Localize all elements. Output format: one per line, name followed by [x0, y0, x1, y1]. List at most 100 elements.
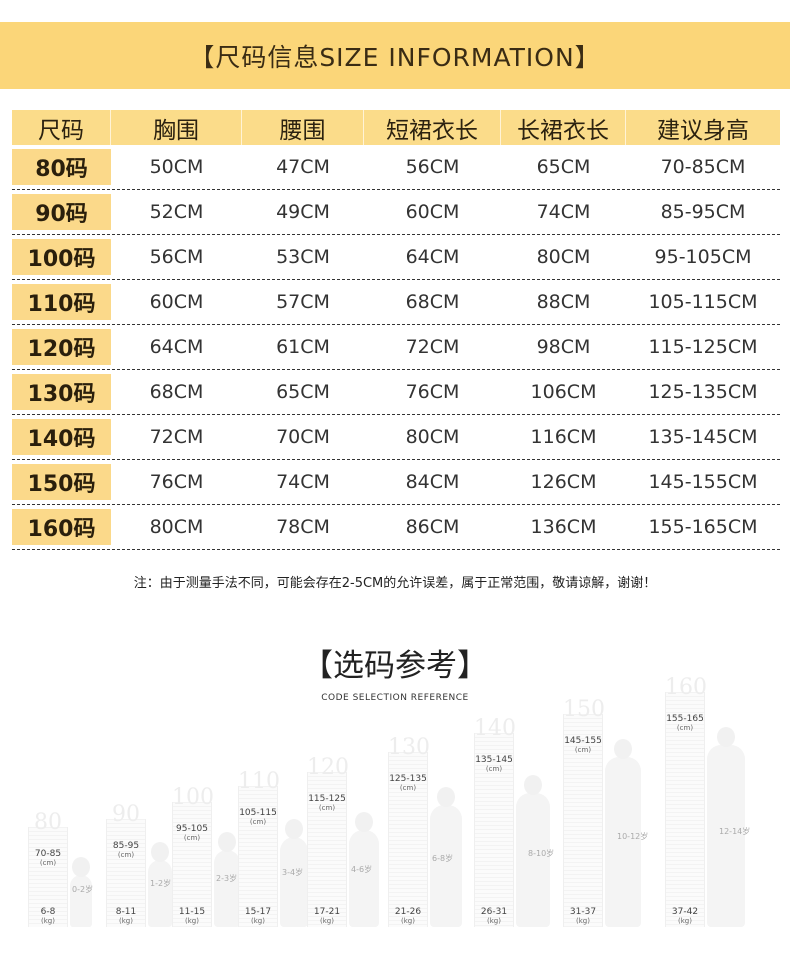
waist-cell: 47CM [276, 156, 330, 178]
height-range: 135-145 [475, 754, 513, 765]
reference-figure: 150 145-155 (cm) 31-37 (kg) 10-12岁 [563, 684, 653, 927]
long-length-cell: 65CM [536, 156, 591, 178]
height-ruler [388, 752, 428, 927]
short-length-cell: 86CM [405, 516, 460, 538]
height-range-label: 85-95 (cm) [101, 841, 151, 859]
long-length-cell: 80CM [536, 246, 591, 268]
chest-cell: 64CM [149, 336, 204, 358]
weight-range-label: 37-42 (kg) [665, 907, 705, 925]
size-cell: 160码 [12, 509, 111, 545]
reference-figure: 100 95-105 (cm) 11-15 (kg) 2-3岁 [172, 772, 262, 927]
height-cell: 135-145CM [648, 426, 758, 448]
weight-range: 6-8 [40, 906, 56, 917]
ruler-top-number: 90 [112, 802, 140, 827]
child-silhouette [605, 757, 641, 927]
height-unit: (cm) [117, 850, 135, 859]
height-range: 155-165 [666, 713, 704, 724]
weight-unit: (kg) [678, 916, 692, 925]
waist-cell: 57CM [276, 291, 330, 313]
chest-cell: 68CM [149, 381, 204, 403]
size-cell: 90码 [12, 194, 111, 230]
long-length-cell: 116CM [530, 426, 597, 448]
table-row: 160码 80CM 78CM 86CM 136CM 155-165CM [12, 505, 780, 550]
height-range-label: 70-85 (cm) [23, 849, 73, 867]
height-range: 70-85 [34, 848, 62, 859]
long-length-cell: 126CM [530, 471, 597, 493]
child-head-icon [285, 819, 303, 839]
table-row: 120码 64CM 61CM 72CM 98CM 115-125CM [12, 325, 780, 370]
waist-cell: 61CM [276, 336, 330, 358]
chest-cell: 56CM [149, 246, 204, 268]
child-head-icon [524, 775, 542, 795]
child-silhouette [430, 805, 462, 927]
ruler-top-number: 150 [563, 697, 605, 722]
child-head-icon [218, 832, 236, 852]
height-range: 125-135 [389, 773, 427, 784]
long-length-cell: 74CM [536, 201, 591, 223]
reference-title: 【选码参考】 [302, 648, 488, 684]
table-row: 150码 76CM 74CM 84CM 126CM 145-155CM [12, 460, 780, 505]
child-silhouette [516, 793, 550, 927]
height-cell: 115-125CM [648, 336, 758, 358]
chest-cell: 52CM [149, 201, 204, 223]
height-ruler [474, 733, 514, 927]
height-range: 115-125 [308, 793, 346, 804]
ruler-top-number: 80 [34, 810, 62, 835]
table-row: 110码 60CM 57CM 68CM 88CM 105-115CM [12, 280, 780, 325]
long-length-cell: 106CM [530, 381, 597, 403]
child-silhouette [349, 830, 379, 927]
age-range-label: 10-12岁 [617, 832, 649, 841]
waist-cell: 49CM [276, 201, 330, 223]
header-size: 尺码 [12, 110, 111, 145]
waist-cell: 74CM [276, 471, 330, 493]
child-silhouette [214, 850, 240, 927]
weight-range-label: 31-37 (kg) [563, 907, 603, 925]
height-ruler [238, 786, 278, 927]
chest-cell: 76CM [149, 471, 204, 493]
height-range-label: 125-135 (cm) [383, 774, 433, 792]
age-range-label: 0-2岁 [72, 885, 94, 894]
weight-range: 17-21 [313, 906, 341, 917]
weight-range-label: 21-26 (kg) [388, 907, 428, 925]
child-head-icon [151, 842, 169, 862]
weight-range: 15-17 [244, 906, 272, 917]
age-range-label: 8-10岁 [528, 849, 555, 858]
height-cell: 125-135CM [648, 381, 758, 403]
child-silhouette [280, 837, 308, 927]
weight-range: 26-31 [480, 906, 508, 917]
weight-range: 31-37 [569, 906, 597, 917]
header-chest: 胸围 [111, 110, 242, 145]
height-range-label: 95-105 (cm) [167, 824, 217, 842]
reference-figure: 90 85-95 (cm) 8-11 (kg) 1-2岁 [106, 789, 196, 927]
long-length-cell: 88CM [536, 291, 591, 313]
measurement-note: 注：由于测量手法不同，可能会存在2-5CM的允许误差，属于正常范围，敬请谅解，谢… [133, 576, 657, 591]
child-head-icon [614, 739, 632, 759]
ruler-top-number: 100 [172, 785, 214, 810]
weight-unit: (kg) [487, 916, 501, 925]
height-unit: (cm) [249, 817, 267, 826]
weight-unit: (kg) [320, 916, 334, 925]
table-row: 80码 50CM 47CM 56CM 65CM 70-85CM [12, 145, 780, 190]
weight-unit: (kg) [119, 916, 133, 925]
weight-range-label: 15-17 (kg) [238, 907, 278, 925]
height-range: 105-115 [239, 807, 277, 818]
height-unit: (cm) [485, 764, 503, 773]
long-length-cell: 136CM [530, 516, 597, 538]
weight-range-label: 26-31 (kg) [474, 907, 514, 925]
child-head-icon [717, 727, 735, 747]
child-head-icon [355, 812, 373, 832]
reference-figure: 120 115-125 (cm) 17-21 (kg) 4-6岁 [307, 742, 397, 927]
table-row: 130码 68CM 65CM 76CM 106CM 125-135CM [12, 370, 780, 415]
age-range-label: 3-4岁 [282, 868, 304, 877]
height-cell: 85-95CM [660, 201, 746, 223]
table-row: 100码 56CM 53CM 64CM 80CM 95-105CM [12, 235, 780, 280]
reference-subtitle: CODE SELECTION REFERENCE [321, 693, 469, 703]
weight-unit: (kg) [41, 916, 55, 925]
age-range-label: 2-3岁 [216, 874, 238, 883]
ruler-top-number: 130 [388, 735, 430, 760]
short-length-cell: 76CM [405, 381, 460, 403]
child-silhouette [70, 875, 92, 927]
height-ruler [563, 714, 603, 927]
height-range: 95-105 [176, 823, 208, 834]
weight-range-label: 6-8 (kg) [28, 907, 68, 925]
